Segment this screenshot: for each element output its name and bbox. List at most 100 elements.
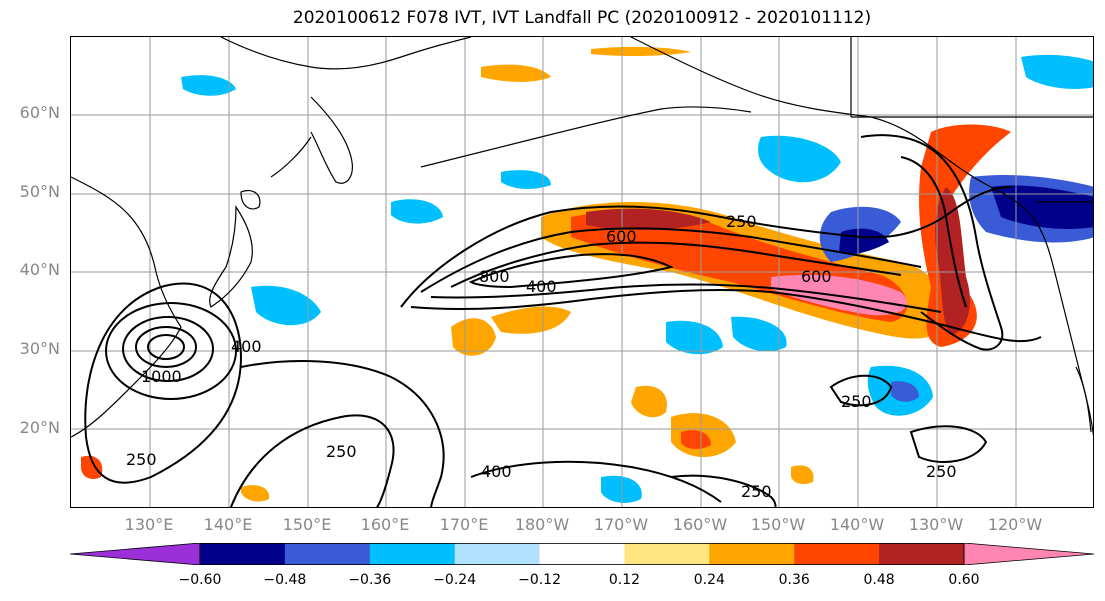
jet-contour-400 [420, 227, 922, 293]
contour-label: 400 [231, 337, 262, 356]
pc-pos-patch-6 [481, 64, 551, 82]
pc-neg-patch-8 [501, 170, 551, 189]
japan [209, 205, 253, 308]
colorbar-tick-label: 0.48 [863, 572, 895, 588]
hokkaido [240, 189, 261, 210]
lon-label: 150°E [282, 515, 332, 534]
colorbar-segment [200, 543, 286, 565]
pc-neg-patch-2 [839, 228, 889, 254]
lon-label: 160°W [672, 515, 728, 534]
typhoon-contour-1000 [147, 334, 185, 360]
lon-label: 150°W [750, 515, 806, 534]
contour-label: 250 [326, 442, 357, 461]
lon-label: 130°W [908, 515, 964, 534]
colorbar-tick-label: 0.12 [608, 572, 641, 588]
lat-label: 20°N [19, 418, 60, 437]
lon-label: 160°E [360, 515, 410, 534]
pc-pos-patch-3 [631, 385, 667, 418]
kurils [270, 136, 312, 178]
lon-label: 170°E [439, 515, 489, 534]
na-west-coast [1035, 221, 1093, 436]
jet-contour-600 [450, 241, 902, 288]
colorbar-tick-label: −0.48 [263, 572, 307, 588]
pc-pos-patch-1 [451, 318, 496, 356]
kamchatka-coast [310, 96, 353, 184]
pc-pos-patch-8 [81, 455, 103, 479]
contour-label: 400 [526, 277, 557, 296]
coastal-contour-250 [860, 134, 1004, 351]
map-canvas: 250 600 800 400 600 1000 400 250 250 400… [71, 37, 1093, 507]
pc-neg-patch-9 [666, 320, 723, 355]
colorbar-tick-label: −0.60 [178, 572, 222, 588]
lon-label: 170°W [593, 515, 649, 534]
colorbar-tick-label: −0.12 [518, 572, 561, 588]
subtropical-contour-400 [240, 360, 445, 507]
contour-label: 400 [481, 462, 512, 481]
pc-neg-patch-15 [601, 475, 642, 503]
colorbar-tick-label: −0.36 [348, 572, 392, 588]
colorbar-tick-label: 0.36 [778, 572, 810, 588]
pc-pos-patch-9 [241, 485, 270, 502]
siberia-coast [220, 37, 472, 70]
ivt-contours [84, 134, 1042, 507]
colorbar-tick-label: 0.24 [693, 572, 725, 588]
pc-neg-patch-5 [758, 135, 841, 183]
se-contour-250-a [829, 374, 893, 407]
lon-label: 120°W [987, 515, 1043, 534]
colorbar-tick-label: −0.24 [433, 572, 477, 588]
lon-label: 140°W [829, 515, 885, 534]
canada-border [850, 37, 1093, 118]
pc-pos-patch-10 [791, 465, 814, 485]
gridlines [71, 37, 1093, 507]
jet-contour-400-b [430, 283, 942, 313]
map-title: 2020100612 F078 IVT, IVT Landfall PC (20… [292, 8, 872, 28]
typhoon-contour-250 [84, 282, 243, 484]
contour-labels: 250 600 800 400 600 1000 400 250 250 400… [126, 212, 957, 501]
lat-label: 60°N [19, 103, 60, 122]
pc-pos-patch-5 [681, 430, 711, 449]
se-contour-250-b [909, 425, 988, 463]
colorbar-extend-max [963, 543, 1095, 565]
lat-label: 40°N [19, 260, 60, 279]
colorbar-segment [284, 543, 371, 565]
lon-label: 180°W [514, 515, 570, 534]
alaska-coast [630, 37, 1037, 223]
typhoon-contour-400 [105, 302, 237, 400]
colorbar [70, 543, 1095, 565]
pc-neg-patch-7 [391, 199, 443, 224]
map-panel: 250 600 800 400 600 1000 400 250 250 400… [70, 36, 1094, 508]
pc-positive-dark [586, 208, 711, 230]
pc-neg-patch-6 [251, 285, 321, 326]
colorbar-tick-label: 0.60 [948, 572, 980, 588]
coastal-contour-400 [900, 156, 967, 308]
lon-label: 140°E [203, 515, 253, 534]
contour-label: 800 [479, 267, 510, 286]
contour-label: 250 [741, 482, 772, 501]
colorbar-extend-min [70, 543, 201, 565]
coastlines [71, 37, 1093, 438]
contour-label: 250 [841, 392, 872, 411]
contour-label: 250 [726, 212, 757, 231]
pc-neg-patch-14 [1021, 54, 1093, 89]
subtropical-contour-250 [230, 414, 395, 507]
jet-contour-250 [400, 186, 1012, 308]
contour-label: 600 [801, 267, 832, 286]
jet-contour-800 [468, 253, 674, 289]
colorbar-outline [199, 543, 965, 565]
pc-neg-patch-12 [731, 316, 787, 352]
contour-label: 250 [126, 450, 157, 469]
colorbar-segment [709, 543, 795, 565]
south-contour-250 [670, 474, 777, 507]
typhoon-contour-800 [135, 326, 197, 368]
asia-coast [71, 176, 182, 438]
colorbar-segment [454, 543, 541, 565]
colorbar-segment [794, 543, 880, 565]
baja [1075, 366, 1092, 433]
colorbar-segment [879, 543, 965, 565]
jet-contour-250-b [410, 288, 1042, 343]
lat-label: 30°N [19, 339, 60, 358]
aleutians [420, 106, 752, 168]
pc-pos-patch-7 [591, 46, 691, 57]
contour-label: 1000 [141, 367, 182, 386]
colorbar-segment [539, 543, 625, 565]
